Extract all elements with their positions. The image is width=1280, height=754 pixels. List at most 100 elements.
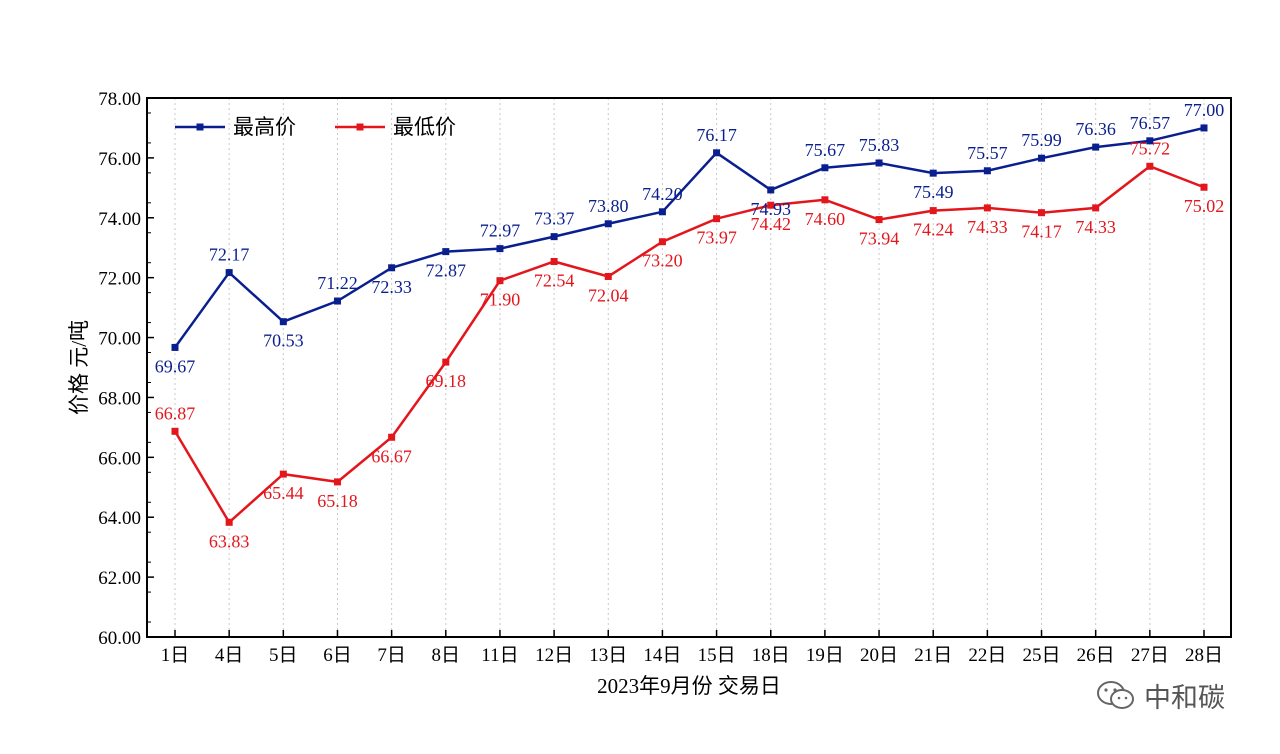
data-label: 75.57 — [967, 143, 1008, 163]
data-label: 71.22 — [317, 273, 358, 293]
data-point — [821, 196, 829, 204]
x-tick-label: 25日 — [1023, 645, 1061, 666]
y-tick-label: 62.00 — [98, 568, 141, 589]
x-tick-label: 26日 — [1077, 645, 1115, 666]
x-tick-label: 28日 — [1185, 645, 1223, 666]
x-tick-label: 6日 — [323, 645, 352, 666]
x-tick-label: 1日 — [161, 645, 190, 666]
y-tick-label: 78.00 — [98, 89, 141, 110]
data-label: 73.97 — [696, 228, 737, 248]
x-tick-label: 5日 — [269, 645, 298, 666]
data-label: 71.90 — [480, 290, 521, 310]
data-point — [604, 272, 612, 280]
legend-marker — [356, 123, 364, 131]
data-label: 75.72 — [1130, 138, 1171, 158]
data-point — [767, 186, 775, 194]
series-group — [171, 124, 1208, 526]
data-label: 76.17 — [696, 125, 737, 145]
data-point — [442, 248, 450, 256]
data-label: 76.36 — [1075, 119, 1116, 139]
x-tick-label: 4日 — [215, 645, 244, 666]
data-point — [496, 277, 504, 285]
data-label: 74.17 — [1021, 222, 1062, 242]
data-point — [388, 433, 396, 441]
data-point — [550, 257, 558, 265]
data-point — [821, 164, 829, 172]
x-tick-label: 20日 — [860, 645, 898, 666]
y-tick-label: 76.00 — [98, 149, 141, 170]
legend: 最高价 最低价 — [175, 115, 456, 139]
data-label: 75.49 — [913, 182, 954, 202]
x-tick-label: 12日 — [535, 645, 573, 666]
x-tick-label: 14日 — [643, 645, 681, 666]
data-point — [875, 216, 883, 224]
data-label: 75.67 — [805, 140, 846, 160]
y-tick-label: 68.00 — [98, 388, 141, 409]
data-label: 66.87 — [155, 403, 196, 423]
data-label: 66.67 — [371, 446, 412, 466]
x-tick-label: 19日 — [806, 645, 844, 666]
data-point — [171, 427, 179, 435]
watermark-text: 中和碳 — [1144, 683, 1225, 714]
data-label: 72.87 — [426, 261, 467, 281]
data-point — [171, 343, 179, 351]
data-label: 63.83 — [209, 531, 250, 551]
data-label: 72.33 — [371, 277, 412, 297]
data-label: 70.53 — [263, 331, 304, 351]
wechat-icon — [1096, 679, 1136, 713]
data-point — [279, 318, 287, 326]
y-tick-label: 64.00 — [98, 508, 141, 529]
data-point — [929, 207, 937, 215]
data-label: 73.37 — [534, 209, 575, 229]
data-point — [875, 159, 883, 167]
x-tick-label: 18日 — [752, 645, 790, 666]
x-tick-label: 21日 — [914, 645, 952, 666]
data-label: 74.93 — [750, 199, 791, 219]
legend-label: 最低价 — [393, 115, 456, 139]
legend-marker — [196, 123, 204, 131]
data-label: 72.04 — [588, 285, 629, 305]
data-point — [658, 208, 666, 216]
x-tick-label: 22日 — [968, 645, 1006, 666]
data-label: 72.97 — [480, 221, 521, 241]
data-label: 69.67 — [155, 356, 196, 376]
data-label: 72.17 — [209, 245, 250, 265]
data-label: 72.54 — [534, 270, 575, 290]
y-tick-label: 66.00 — [98, 448, 141, 469]
data-point — [333, 297, 341, 305]
x-axis-title: 2023年9月份 交易日 — [597, 674, 781, 698]
data-label: 74.42 — [750, 214, 791, 234]
data-label: 74.33 — [967, 217, 1008, 237]
data-label: 77.00 — [1184, 100, 1225, 120]
y-axis-title: 价格 元/吨 — [67, 320, 91, 415]
data-point — [333, 478, 341, 486]
data-point — [983, 167, 991, 175]
y-tick-label: 72.00 — [98, 269, 141, 290]
data-point — [713, 215, 721, 223]
data-point — [1038, 154, 1046, 162]
data-point — [442, 358, 450, 366]
data-label: 65.18 — [317, 491, 358, 511]
data-point — [767, 201, 775, 209]
x-tick-label: 15日 — [698, 645, 736, 666]
data-point — [279, 470, 287, 478]
data-label: 75.02 — [1184, 196, 1225, 216]
data-point — [1146, 137, 1154, 145]
y-tick-label: 60.00 — [98, 628, 141, 649]
data-point — [983, 204, 991, 212]
x-tick-label: 27日 — [1131, 645, 1169, 666]
grid-lines — [174, 98, 1205, 637]
series-line-low — [173, 164, 1205, 525]
data-point — [713, 149, 721, 157]
data-label: 73.20 — [642, 251, 683, 271]
data-point — [1146, 162, 1154, 170]
data-label: 73.80 — [588, 196, 629, 216]
legend-label: 最高价 — [233, 115, 296, 139]
data-labels: 69.67 72.17 70.53 71.22 72.33 72.87 72.97 73.37… — [155, 100, 1225, 551]
data-label: 74.60 — [805, 209, 846, 229]
data-label: 65.44 — [263, 483, 304, 503]
data-point — [604, 220, 612, 228]
data-point — [388, 264, 396, 272]
data-label: 75.83 — [859, 135, 900, 155]
